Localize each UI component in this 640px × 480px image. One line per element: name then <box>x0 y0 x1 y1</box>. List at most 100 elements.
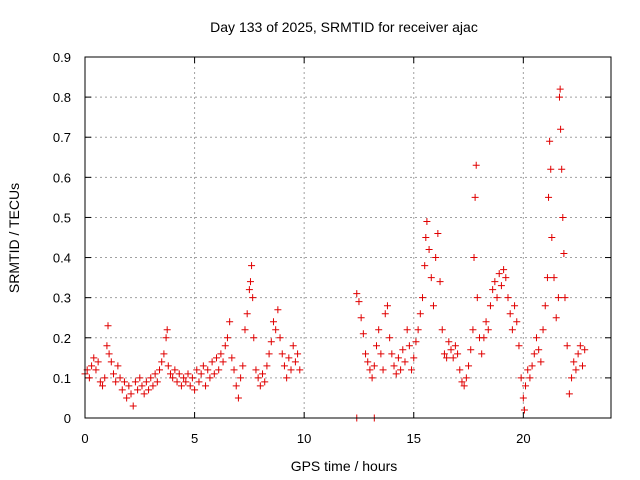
data-point <box>118 386 126 394</box>
data-point <box>565 390 573 398</box>
data-point <box>489 286 497 294</box>
data-point <box>517 374 525 382</box>
data-point <box>104 322 112 330</box>
data-point <box>158 358 166 366</box>
data-point <box>195 378 203 386</box>
data-point <box>180 374 188 382</box>
data-point <box>249 294 257 302</box>
data-point <box>206 374 214 382</box>
grid-lines <box>85 57 611 418</box>
data-point <box>285 354 293 362</box>
data-point <box>116 374 124 382</box>
data-point <box>478 350 486 358</box>
x-tick-label: 0 <box>81 431 88 446</box>
data-point <box>138 382 146 390</box>
data-point <box>434 229 442 237</box>
data-point <box>465 362 473 370</box>
data-point <box>422 234 430 241</box>
data-point <box>252 366 260 374</box>
data-point <box>572 366 580 374</box>
data-point <box>497 282 505 290</box>
data-point <box>362 350 370 358</box>
data-point <box>579 362 587 370</box>
data-point <box>280 362 288 370</box>
data-point <box>145 386 153 394</box>
data-point <box>541 302 549 310</box>
y-tick-label: 0.3 <box>53 291 71 306</box>
data-point <box>197 370 205 378</box>
data-point <box>355 298 363 306</box>
data-point <box>563 342 571 350</box>
data-point <box>370 362 378 370</box>
data-point <box>296 366 304 374</box>
data-point <box>109 370 117 378</box>
data-point <box>153 378 161 386</box>
data-point <box>147 374 155 382</box>
data-point <box>440 350 448 358</box>
data-point <box>357 314 365 322</box>
data-point <box>140 390 148 398</box>
data-point <box>530 350 538 358</box>
data-point <box>513 318 521 326</box>
data-point <box>419 294 427 302</box>
data-point <box>401 358 409 366</box>
data-point <box>408 366 416 374</box>
data-point <box>421 262 429 270</box>
data-point <box>447 346 455 354</box>
y-tick-label: 0.7 <box>53 130 71 145</box>
data-point <box>162 334 170 342</box>
data-point <box>184 370 192 378</box>
data-point <box>416 310 424 318</box>
data-point <box>454 350 462 358</box>
data-point <box>515 342 523 350</box>
data-point <box>199 362 207 370</box>
data-point <box>232 382 240 390</box>
data-point <box>546 137 554 145</box>
data-point <box>482 318 490 326</box>
data-point <box>129 402 137 410</box>
data-point <box>377 350 385 358</box>
data-point <box>394 354 402 362</box>
data-point <box>101 374 109 382</box>
data-point <box>276 334 284 342</box>
data-point <box>248 262 256 270</box>
data-point <box>375 326 383 334</box>
data-points <box>81 85 589 422</box>
y-tick-label: 0.9 <box>53 50 71 65</box>
data-point <box>500 266 508 274</box>
data-point <box>511 302 519 310</box>
data-point <box>558 165 566 173</box>
data-point <box>149 382 157 390</box>
data-point <box>90 354 98 362</box>
data-point <box>559 213 567 221</box>
data-point <box>560 250 568 258</box>
data-point <box>568 374 576 382</box>
data-point <box>151 370 159 378</box>
data-point <box>164 362 172 370</box>
data-point <box>171 366 179 374</box>
data-point <box>472 161 480 169</box>
data-point <box>202 382 210 390</box>
data-point <box>410 354 418 362</box>
data-point <box>556 85 564 93</box>
y-tick-label: 0.1 <box>53 371 71 386</box>
data-point <box>364 358 372 366</box>
data-point <box>403 326 411 334</box>
x-tick-label: 5 <box>191 431 198 446</box>
data-point <box>581 346 589 354</box>
data-point <box>502 274 510 282</box>
data-point <box>392 370 400 378</box>
data-point <box>547 165 555 173</box>
data-point <box>532 334 540 342</box>
data-point <box>191 386 199 394</box>
data-point <box>449 354 457 362</box>
data-point <box>504 294 512 302</box>
data-point <box>204 366 212 374</box>
y-tick-label: 0.5 <box>53 210 71 225</box>
data-point <box>186 382 194 390</box>
data-point <box>213 354 220 362</box>
data-point <box>263 362 271 370</box>
data-point <box>88 362 96 370</box>
data-point <box>557 125 565 133</box>
data-point <box>291 358 299 366</box>
